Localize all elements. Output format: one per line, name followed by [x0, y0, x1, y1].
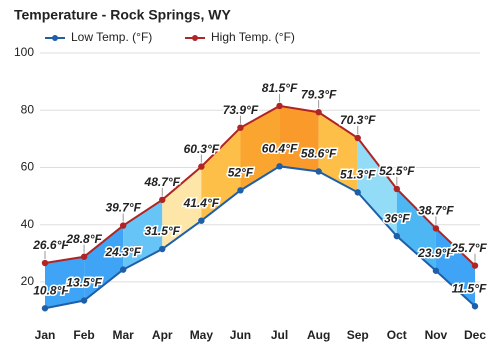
x-tick-label: May: [190, 328, 214, 342]
value-label: 79.3°F: [301, 87, 337, 101]
value-label: 23.9°F: [417, 246, 454, 260]
point: [159, 245, 166, 253]
point: [276, 163, 283, 170]
point: [237, 187, 244, 194]
value-label: 41.4°F: [183, 196, 220, 210]
x-tick-label: Jul: [271, 328, 288, 342]
y-tick-label: 40: [21, 217, 35, 231]
value-label: 13.5°F: [66, 276, 102, 290]
point: [119, 222, 127, 229]
value-label: 73.9°F: [223, 103, 259, 117]
point: [354, 134, 361, 142]
chart-title: Temperature - Rock Springs, WY: [14, 7, 231, 23]
point: [80, 297, 88, 304]
point: [471, 262, 479, 269]
value-label: 70.3°F: [340, 113, 376, 127]
point: [276, 102, 283, 110]
value-label: 10.8°F: [33, 283, 69, 297]
point: [119, 266, 127, 273]
range-band: [240, 105, 280, 191]
point: [354, 189, 361, 196]
legend-label: Low Temp. (°F): [71, 30, 152, 44]
value-label: 38.7°F: [418, 204, 454, 218]
x-tick-label: Apr: [152, 328, 173, 342]
x-tick-label: Nov: [425, 328, 448, 342]
value-label: 51.3°F: [340, 168, 376, 182]
value-label: 39.7°F: [105, 201, 141, 215]
point: [198, 163, 205, 170]
point: [432, 267, 440, 274]
range-band: [84, 225, 124, 301]
range-band: [357, 137, 397, 237]
range-band: [435, 228, 475, 307]
value-label: 60.4°F: [262, 141, 298, 155]
value-label: 28.8°F: [65, 232, 102, 246]
x-tick-label: Mar: [113, 328, 135, 342]
series-line: [44, 104, 476, 267]
range-band: [396, 188, 436, 271]
point: [393, 232, 401, 240]
point: [237, 124, 244, 131]
range-band: [162, 166, 202, 250]
range-band: [279, 105, 319, 172]
x-tick-label: Feb: [73, 328, 94, 342]
x-tick-label: Dec: [464, 328, 486, 342]
value-label: 11.5°F: [452, 281, 487, 295]
value-label: 81.5°F: [262, 81, 298, 95]
point: [393, 185, 401, 193]
point: [471, 303, 479, 310]
x-tick-label: Oct: [387, 328, 407, 342]
value-label: 58.6°F: [301, 147, 337, 161]
x-tick-label: Aug: [307, 328, 330, 342]
y-tick-label: 60: [21, 160, 35, 174]
point: [432, 225, 440, 232]
value-label: 26.6°F: [32, 238, 69, 252]
point: [41, 259, 49, 267]
point: [315, 168, 322, 175]
value-label: 52.5°F: [379, 164, 415, 178]
legend-marker: [52, 35, 58, 41]
x-tick-label: Jan: [35, 328, 56, 342]
point: [315, 109, 322, 116]
range-band: [123, 199, 163, 270]
point: [159, 196, 166, 204]
series-line: [44, 165, 476, 310]
point: [41, 305, 49, 312]
y-tick-label: 20: [21, 274, 35, 288]
x-tick-label: Sep: [347, 328, 369, 342]
value-label: 31.5°F: [145, 224, 181, 238]
legend-label: High Temp. (°F): [211, 30, 295, 44]
point: [80, 253, 88, 260]
legend-marker: [192, 35, 198, 41]
x-tick-label: Jun: [230, 328, 251, 342]
point: [198, 217, 205, 224]
value-label: 24.3°F: [104, 245, 141, 259]
value-label: 52°F: [228, 166, 254, 180]
y-tick-label: 100: [14, 45, 34, 59]
value-label: 48.7°F: [144, 175, 181, 189]
y-tick-label: 80: [21, 102, 35, 116]
value-label: 25.7°F: [450, 241, 487, 255]
value-label: 36°F: [384, 211, 410, 225]
value-label: 60.3°F: [184, 142, 220, 156]
range-band: [45, 256, 85, 309]
